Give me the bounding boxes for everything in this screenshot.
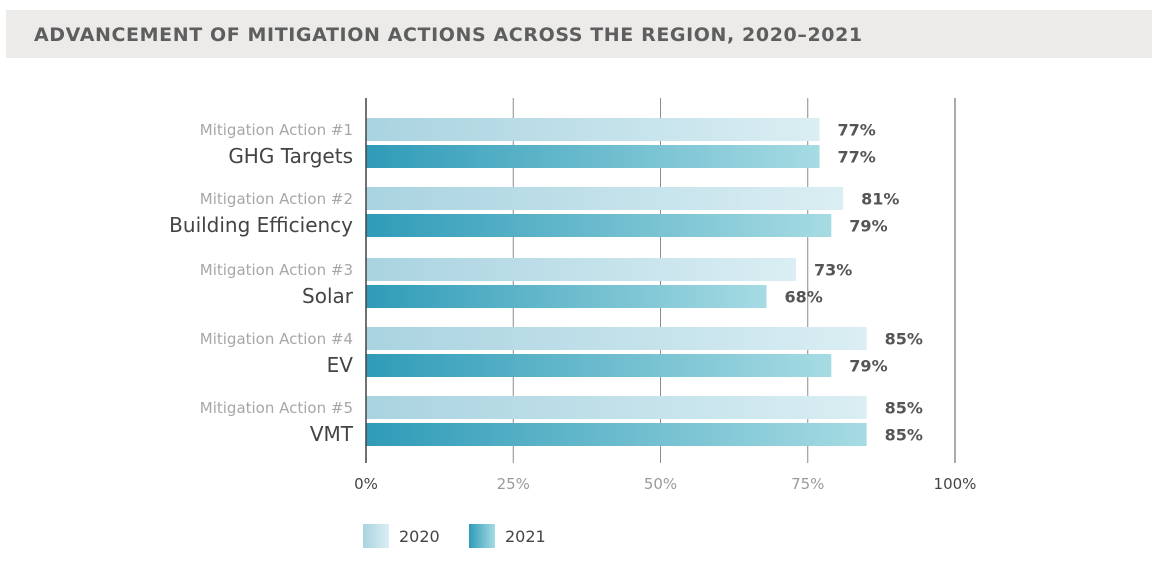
data-label: 77% <box>838 148 876 167</box>
category-name-label: EV <box>327 353 354 377</box>
category-name-label: Building Efficiency <box>169 213 353 237</box>
category-action-label: Mitigation Action #5 <box>200 399 353 417</box>
category-action-label: Mitigation Action #3 <box>200 261 353 279</box>
category-name-label: GHG Targets <box>228 144 353 168</box>
data-label: 68% <box>785 288 823 307</box>
category-action-label: Mitigation Action #4 <box>200 330 353 348</box>
data-label: 85% <box>885 330 923 349</box>
category-name-label: Solar <box>302 284 354 308</box>
legend-item-2021: 2021 <box>469 522 546 550</box>
bar-2020 <box>366 396 867 419</box>
data-label: 79% <box>849 357 887 376</box>
bar-2021 <box>366 214 832 237</box>
legend-label-2020: 2020 <box>399 526 440 546</box>
category-action-label: Mitigation Action #2 <box>200 190 353 208</box>
x-tick-label: 100% <box>934 475 977 493</box>
data-label: 81% <box>861 190 899 209</box>
legend-swatch-2021 <box>469 524 495 548</box>
title-bar: ADVANCEMENT OF MITIGATION ACTIONS ACROSS… <box>6 10 1152 58</box>
data-label: 73% <box>814 261 852 280</box>
legend-item-2020: 2020 <box>363 522 440 550</box>
bar-2021 <box>366 423 867 446</box>
legend-label-2021: 2021 <box>505 526 546 546</box>
bar-2020 <box>366 258 796 281</box>
category-action-label: Mitigation Action #1 <box>200 121 353 139</box>
chart-title: ADVANCEMENT OF MITIGATION ACTIONS ACROSS… <box>34 24 863 46</box>
data-label: 85% <box>885 399 923 418</box>
bar-2021 <box>366 354 832 377</box>
x-tick-label: 50% <box>644 475 677 493</box>
bar-2020 <box>366 187 844 210</box>
category-name-label: VMT <box>310 422 354 446</box>
bar-2021 <box>366 285 767 308</box>
x-tick-label: 75% <box>791 475 824 493</box>
data-label: 85% <box>885 426 923 445</box>
bar-2020 <box>366 118 820 141</box>
bar-2020 <box>366 327 867 350</box>
data-label: 77% <box>838 121 876 140</box>
x-tick-label: 0% <box>354 475 378 493</box>
bar-2021 <box>366 145 820 168</box>
data-label: 79% <box>849 217 887 236</box>
x-tick-label: 25% <box>497 475 530 493</box>
legend-swatch-2020 <box>363 524 389 548</box>
